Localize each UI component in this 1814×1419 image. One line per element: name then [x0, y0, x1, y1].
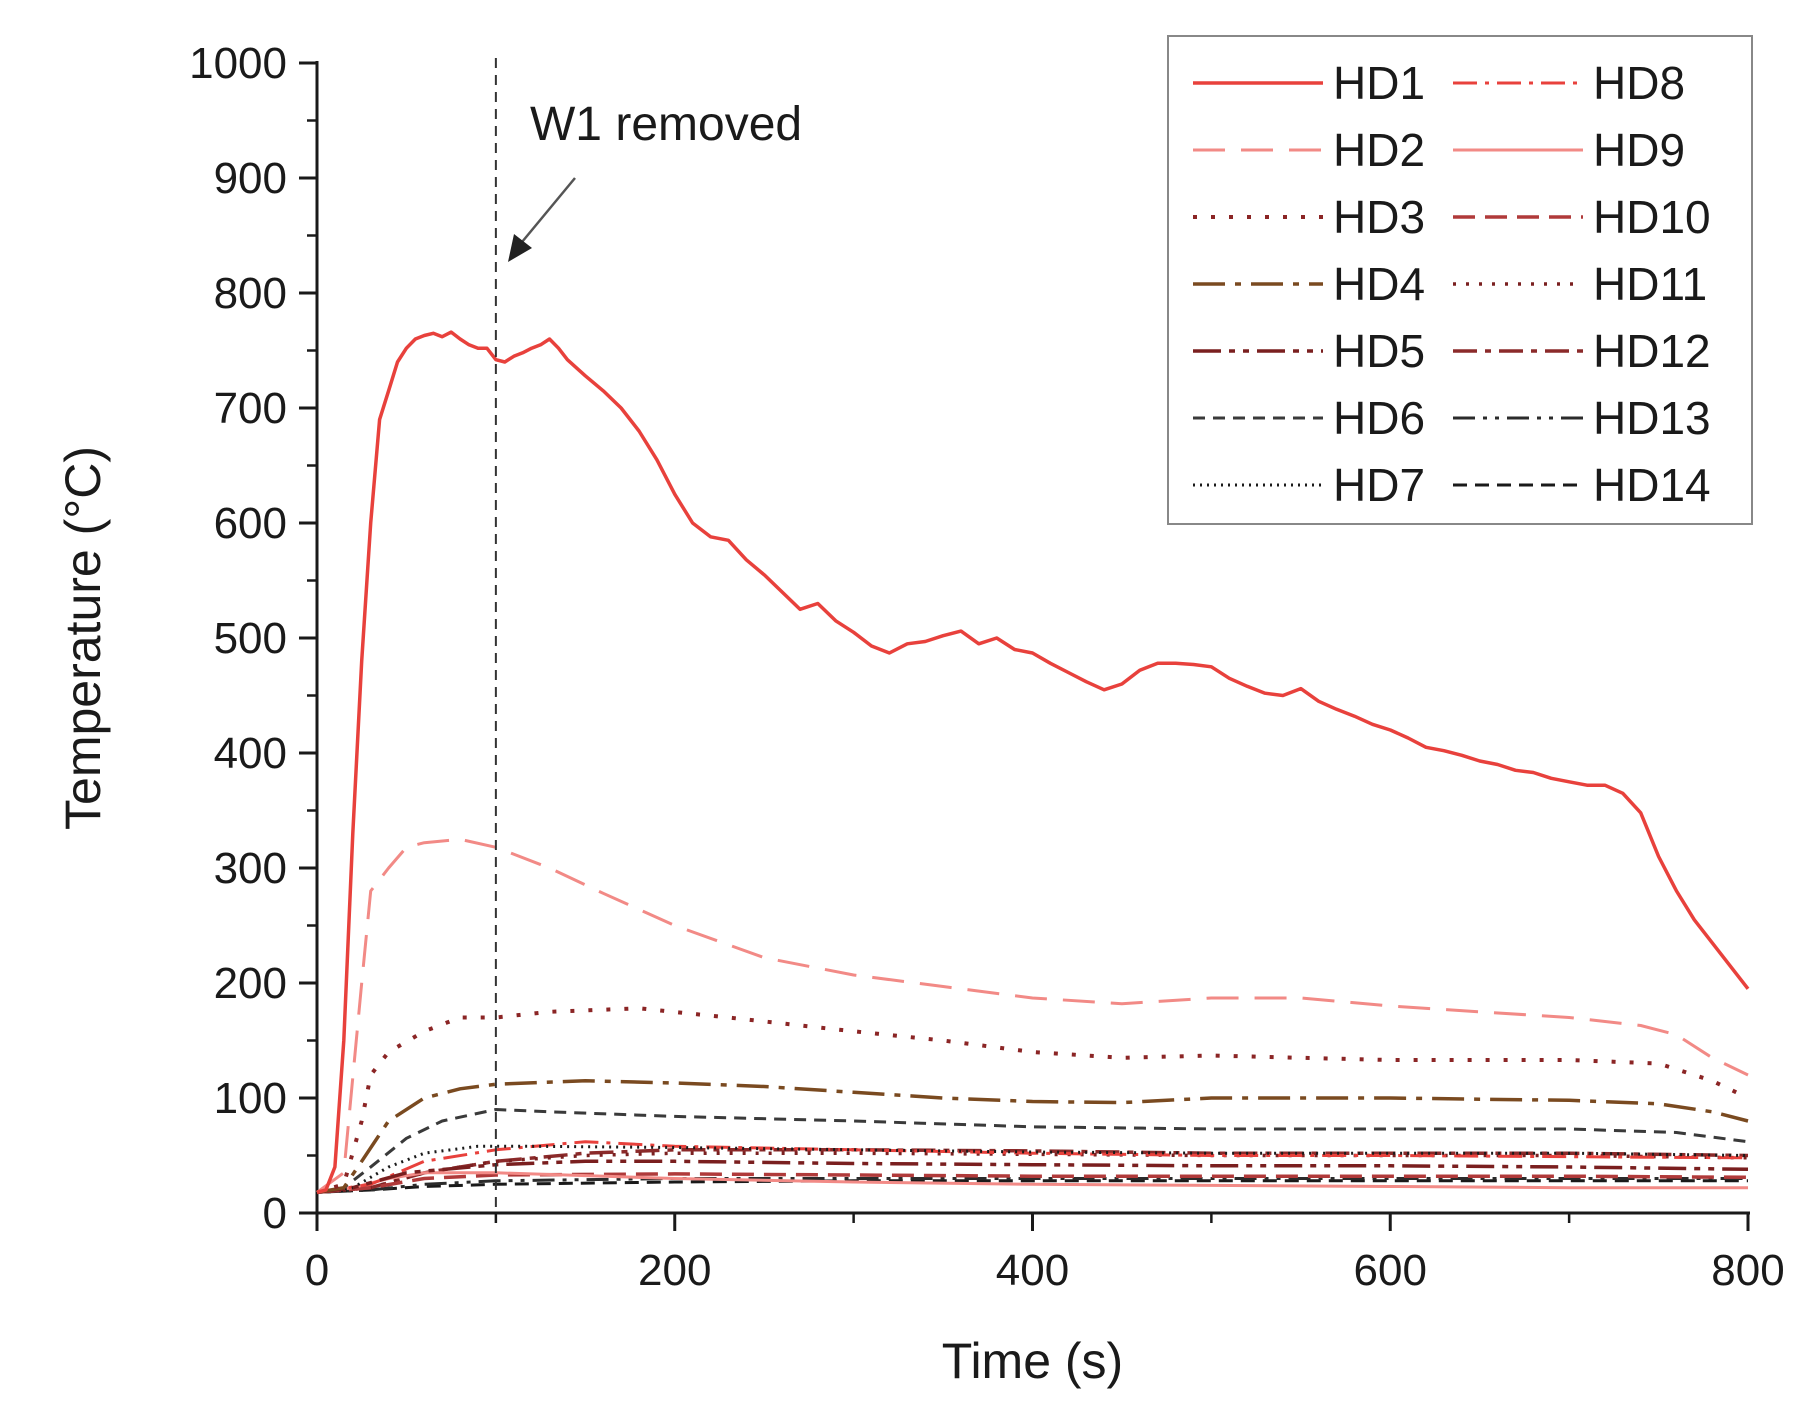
series-line-hd5: [316, 1159, 1749, 1195]
annotation-arrowhead: [508, 234, 532, 262]
x-tick-label: 600: [1354, 1246, 1427, 1295]
legend-label-hd10: HD10: [1593, 191, 1711, 243]
y-tick-label: 0: [263, 1189, 287, 1238]
annotation-arrow: [521, 177, 576, 243]
legend-label-hd12: HD12: [1593, 325, 1711, 377]
legend-label-hd7: HD7: [1333, 459, 1425, 511]
x-tick-label: 800: [1711, 1246, 1784, 1295]
y-axis-title: Temperature (°C): [55, 446, 111, 830]
y-tick-label: 700: [214, 384, 287, 433]
series-line-hd2: [316, 837, 1749, 1194]
y-tick-label: 600: [214, 499, 287, 548]
legend-label-hd14: HD14: [1593, 459, 1711, 511]
legend-label-hd2: HD2: [1333, 124, 1425, 176]
series-line-hd4: [316, 1079, 1749, 1195]
x-tick-label: 400: [996, 1246, 1069, 1295]
legend-label-hd13: HD13: [1593, 392, 1711, 444]
series-line-hd1: [316, 330, 1750, 1194]
annotation: W1 removed: [494, 58, 802, 1213]
annotation-label: W1 removed: [530, 98, 802, 151]
series-line-hd7: [316, 1144, 1749, 1194]
x-tick-label: 0: [305, 1246, 329, 1295]
legend: HD1 HD2 HD3 HD4 HD5 HD6 HD7 HD8 HD9 HD10 HD11 HD12 H…: [1167, 35, 1753, 525]
x-axis-title: Time (s): [942, 1333, 1123, 1389]
legend-label-hd9: HD9: [1593, 124, 1685, 176]
legend-label-hd1: HD1: [1333, 57, 1425, 109]
y-tick-label: 500: [214, 614, 287, 663]
x-tick-label: 200: [638, 1246, 711, 1295]
legend-label-hd5: HD5: [1333, 325, 1425, 377]
y-tick-label: 400: [214, 729, 287, 778]
legend-label-hd3: HD3: [1333, 191, 1425, 243]
legend-label-hd4: HD4: [1333, 258, 1425, 310]
y-tick-label: 1000: [189, 39, 287, 88]
y-tick-label: 900: [214, 154, 287, 203]
series-line-hd10: [316, 1172, 1749, 1195]
legend-label-hd6: HD6: [1333, 392, 1425, 444]
legend-label-hd8: HD8: [1593, 57, 1685, 109]
y-tick-label: 200: [214, 959, 287, 1008]
y-tick-label: 800: [214, 269, 287, 318]
series-line-hd6: [316, 1108, 1749, 1194]
series-lines: [316, 330, 1750, 1195]
legend-box: [1167, 35, 1753, 525]
axes: 0 100 200 300 400 500 600 700 800 900 1000 0 200 400 6…: [189, 39, 1785, 1295]
y-tick-label: 100: [214, 1074, 287, 1123]
y-tick-label: 300: [214, 844, 287, 893]
legend-label-hd11: HD11: [1593, 258, 1707, 310]
